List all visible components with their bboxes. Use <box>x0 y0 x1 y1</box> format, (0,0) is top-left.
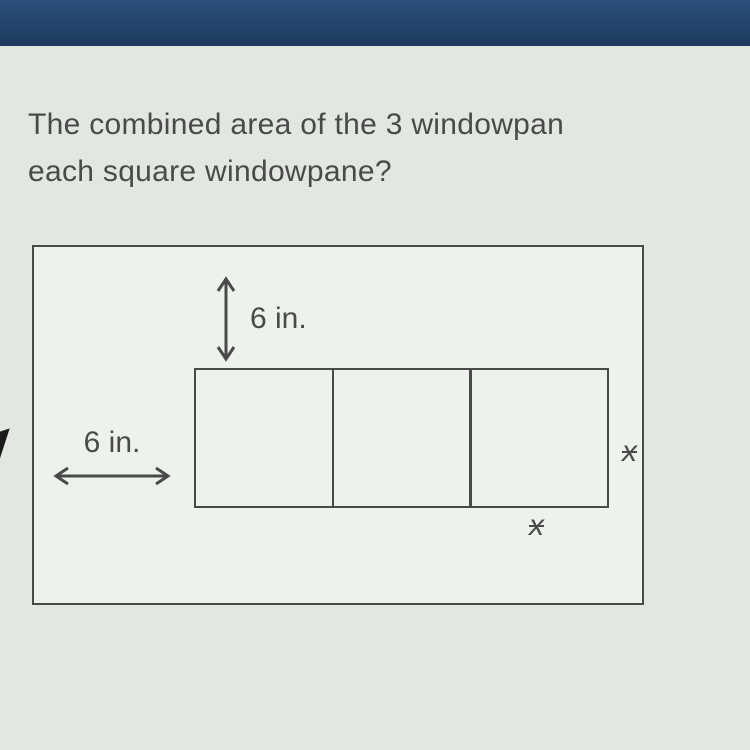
left-dimension-label: 6 in. <box>84 426 141 460</box>
pane-3 <box>469 368 609 508</box>
windowpane-row <box>194 368 609 508</box>
x-label-bottom: x <box>529 509 544 543</box>
top-dimension-label: 6 in. <box>250 302 307 336</box>
window-title-bar <box>0 0 750 46</box>
vertical-arrow-icon <box>214 275 238 363</box>
pane-1 <box>194 368 334 508</box>
horizontal-arrow-icon <box>52 464 172 488</box>
left-dimension-group: 6 in. <box>52 426 172 488</box>
pane-2 <box>332 368 472 508</box>
question-line-1: The combined area of the 3 windowpan <box>28 108 564 141</box>
windowpane-diagram: 6 in. 6 in. x x <box>32 245 644 605</box>
content-area: The combined area of the 3 windowpan eac… <box>0 46 750 750</box>
x-label-right: x <box>622 435 637 469</box>
top-dimension-group: 6 in. <box>214 275 307 363</box>
question-line-2: each square windowpane? <box>28 155 392 188</box>
question-text: The combined area of the 3 windowpan eac… <box>28 102 722 195</box>
